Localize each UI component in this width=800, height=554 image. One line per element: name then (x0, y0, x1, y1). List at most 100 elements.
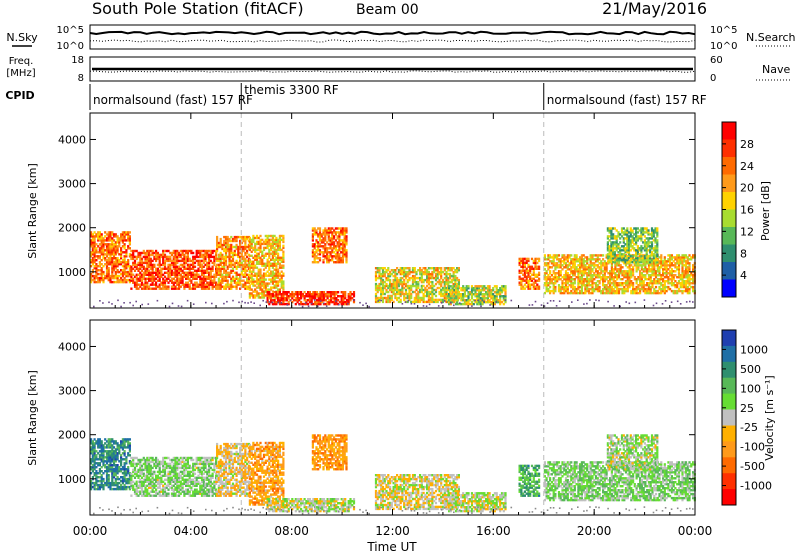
power-cell (579, 268, 582, 271)
power-cell (478, 299, 481, 302)
power-cell (254, 250, 257, 253)
power-cell (224, 275, 228, 278)
power-cell (467, 302, 470, 306)
power-cell (602, 284, 605, 287)
power-cell (328, 293, 331, 296)
power-cell (610, 287, 613, 291)
power-cell (107, 257, 110, 260)
power-cell (561, 291, 564, 295)
power-cell (499, 289, 502, 292)
power-cell (649, 241, 652, 244)
power-cell (376, 298, 379, 302)
power-cell (326, 297, 329, 300)
power-cell (331, 255, 334, 258)
power-cell (179, 249, 182, 253)
power-cell (457, 267, 460, 270)
power-cell (396, 276, 399, 280)
power-cell (280, 297, 283, 300)
power-cell (684, 266, 688, 269)
power-cell (271, 293, 274, 296)
power-cell (217, 269, 220, 272)
power-cell (165, 267, 168, 270)
power-cell (329, 255, 332, 258)
power-cell (338, 257, 341, 260)
power-cell (333, 300, 336, 304)
power-cell (640, 259, 643, 262)
power-cell (462, 285, 465, 288)
power-cell (176, 259, 179, 263)
power-cell (556, 278, 559, 281)
power-cell (676, 262, 679, 265)
power-cell (635, 241, 638, 244)
power-cell (322, 241, 325, 244)
power-cell (380, 276, 383, 280)
power-cell (566, 289, 569, 293)
power-cell (120, 272, 123, 276)
power-cell (587, 291, 591, 295)
power-cell (91, 278, 94, 282)
power-cell (318, 243, 322, 246)
power-cell (90, 259, 93, 262)
power-cell (282, 299, 285, 302)
power-cell (254, 244, 257, 248)
power-cell (635, 243, 638, 246)
power-cell (221, 247, 224, 251)
power-cell (216, 269, 219, 272)
power-cell (485, 297, 488, 300)
power-cell (93, 261, 96, 264)
power-cell (294, 297, 297, 300)
power-cell (626, 284, 629, 287)
power-cell (626, 285, 629, 289)
power-cell (647, 233, 650, 236)
power-cell (239, 259, 242, 263)
power-cell (327, 261, 330, 264)
power-cell (202, 271, 205, 274)
power-cell (650, 247, 654, 250)
power-cell (266, 288, 269, 291)
power-cell (586, 268, 589, 271)
power-cell (275, 282, 278, 285)
power-cell (495, 293, 498, 296)
power-cell (112, 233, 116, 236)
power-cell (153, 279, 156, 282)
power-cell (665, 270, 668, 273)
power-cell (582, 282, 585, 285)
power-cell (197, 269, 200, 272)
power-cell (677, 264, 681, 267)
power-cell (331, 235, 334, 238)
power-cell (460, 287, 463, 290)
power-cell (615, 229, 618, 232)
nsearch-tick-low: 10^0 (710, 41, 737, 52)
power-cell (389, 294, 392, 298)
power-cell (438, 292, 441, 296)
power-cell (97, 265, 100, 268)
power-cell (640, 227, 643, 230)
power-cell (158, 287, 161, 290)
power-cell (606, 235, 609, 238)
power-cell (462, 302, 465, 306)
power-cell (504, 287, 507, 290)
power-cell (629, 235, 632, 238)
power-cell (642, 270, 645, 273)
power-cell (401, 282, 404, 286)
power-cell (195, 275, 198, 278)
power-cell (318, 237, 322, 240)
power-cell (636, 239, 639, 242)
power-cell (426, 270, 429, 274)
power-cell (217, 271, 220, 274)
power-cell (662, 285, 665, 289)
power-cell (619, 268, 622, 271)
power-cell (172, 265, 175, 268)
power-cell (192, 251, 195, 255)
power-cell (522, 267, 525, 270)
power-cell (266, 262, 269, 265)
power-cell (549, 256, 552, 259)
power-cell (644, 287, 647, 291)
power-cell (271, 240, 274, 244)
power-cell (331, 259, 334, 262)
power-cell (600, 260, 603, 263)
power-cell (387, 286, 390, 290)
power-cell (239, 251, 242, 255)
power-cell (397, 269, 400, 272)
power-cell (603, 278, 606, 281)
